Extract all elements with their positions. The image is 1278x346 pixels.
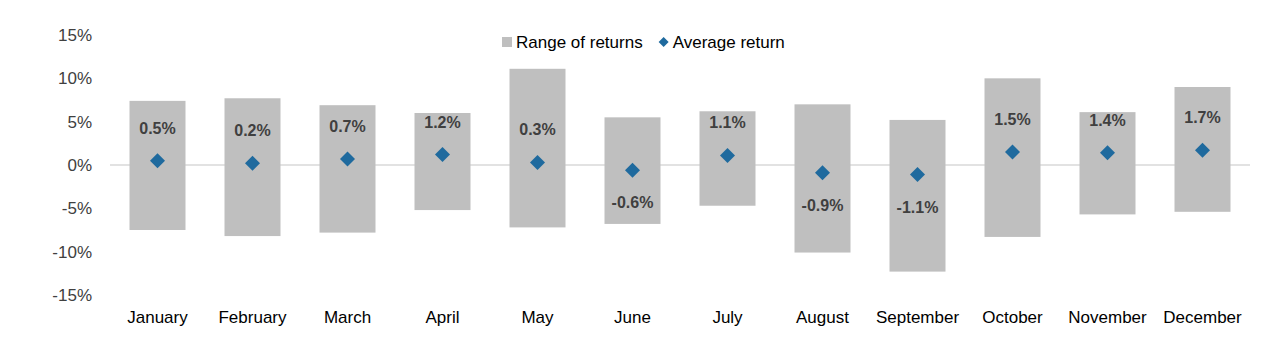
- range-bar: [320, 105, 376, 232]
- y-tick: [96, 78, 100, 79]
- data-label: 0.3%: [519, 121, 555, 138]
- y-tick-label: -5%: [62, 199, 92, 218]
- y-tick-label: 0%: [67, 156, 92, 175]
- data-label: 0.7%: [329, 118, 365, 135]
- average-marker: [910, 167, 925, 182]
- legend-label: Range of returns: [516, 33, 643, 52]
- data-label: 0.5%: [139, 120, 175, 137]
- data-label: 1.7%: [1184, 109, 1220, 126]
- range-bar: [605, 117, 661, 224]
- plot-marks: [130, 69, 1231, 272]
- x-tick-label: August: [796, 308, 849, 327]
- average-marker: [340, 151, 355, 166]
- range-bar: [225, 98, 281, 236]
- y-tick-label: 10%: [58, 69, 92, 88]
- labels: 0.5% 0.2% 0.7% 1.2% 0.3% -0.6% 1.1% -0.9% -1.1% 1…: [139, 109, 1220, 215]
- y-tick: [96, 251, 100, 252]
- average-marker: [435, 147, 450, 162]
- data-label: 0.2%: [234, 122, 270, 139]
- average-marker: [1100, 145, 1115, 160]
- x-tick-label: July: [712, 308, 743, 327]
- range-bar: [890, 120, 946, 272]
- data-label: -1.1%: [897, 199, 939, 216]
- average-marker: [150, 153, 165, 168]
- average-marker: [815, 165, 830, 180]
- average-marker: [530, 155, 545, 170]
- x-tick-label: December: [1163, 308, 1242, 327]
- x-tick-label: June: [614, 308, 651, 327]
- average-marker: [1195, 143, 1210, 158]
- range-bar: [510, 69, 566, 228]
- data-label: 1.4%: [1089, 112, 1125, 129]
- legend: Range of returns Average return: [502, 33, 785, 52]
- x-tick-label: January: [127, 308, 188, 327]
- range-bar: [130, 101, 186, 230]
- y-tick: [96, 121, 100, 122]
- x-tick-label: May: [521, 308, 554, 327]
- y-tick-label: -10%: [52, 243, 92, 262]
- x-tick-label: March: [324, 308, 371, 327]
- legend-swatch: [659, 37, 669, 47]
- zero-line: [110, 164, 1250, 166]
- x-tick-label: September: [876, 308, 959, 327]
- range-bar: [795, 104, 851, 252]
- average-marker: [1005, 145, 1020, 160]
- y-tick: [96, 165, 100, 166]
- legend-label: Average return: [673, 33, 785, 52]
- average-marker: [245, 156, 260, 171]
- legend-swatch: [502, 37, 512, 47]
- y-tick-label: -15%: [52, 286, 92, 305]
- y-tick: [96, 208, 100, 209]
- range-bar: [415, 113, 471, 210]
- y-tick-label: 15%: [58, 26, 92, 45]
- data-label: 1.5%: [994, 111, 1030, 128]
- x-tick-label: October: [982, 308, 1043, 327]
- average-marker: [720, 148, 735, 163]
- x-tick-label: February: [218, 308, 287, 327]
- x-tick-label: April: [425, 308, 459, 327]
- range-bar: [700, 111, 756, 205]
- range-bar: [985, 78, 1041, 237]
- data-label: -0.6%: [612, 194, 654, 211]
- range-bar: [1080, 112, 1136, 214]
- data-label: 1.2%: [424, 114, 460, 131]
- range-bar: [1175, 87, 1231, 212]
- average-marker: [625, 163, 640, 178]
- x-tick-label: November: [1068, 308, 1147, 327]
- y-tick: [96, 35, 100, 36]
- y-tick: [96, 295, 100, 296]
- data-label: -0.9%: [802, 197, 844, 214]
- data-label: 1.1%: [709, 114, 745, 131]
- chart: -15% -10% -5% 0% 5% 10% 15% 0.5% 0.2% 0.7% 1.2% 0.3…: [0, 0, 1278, 346]
- y-tick-label: 5%: [67, 113, 92, 132]
